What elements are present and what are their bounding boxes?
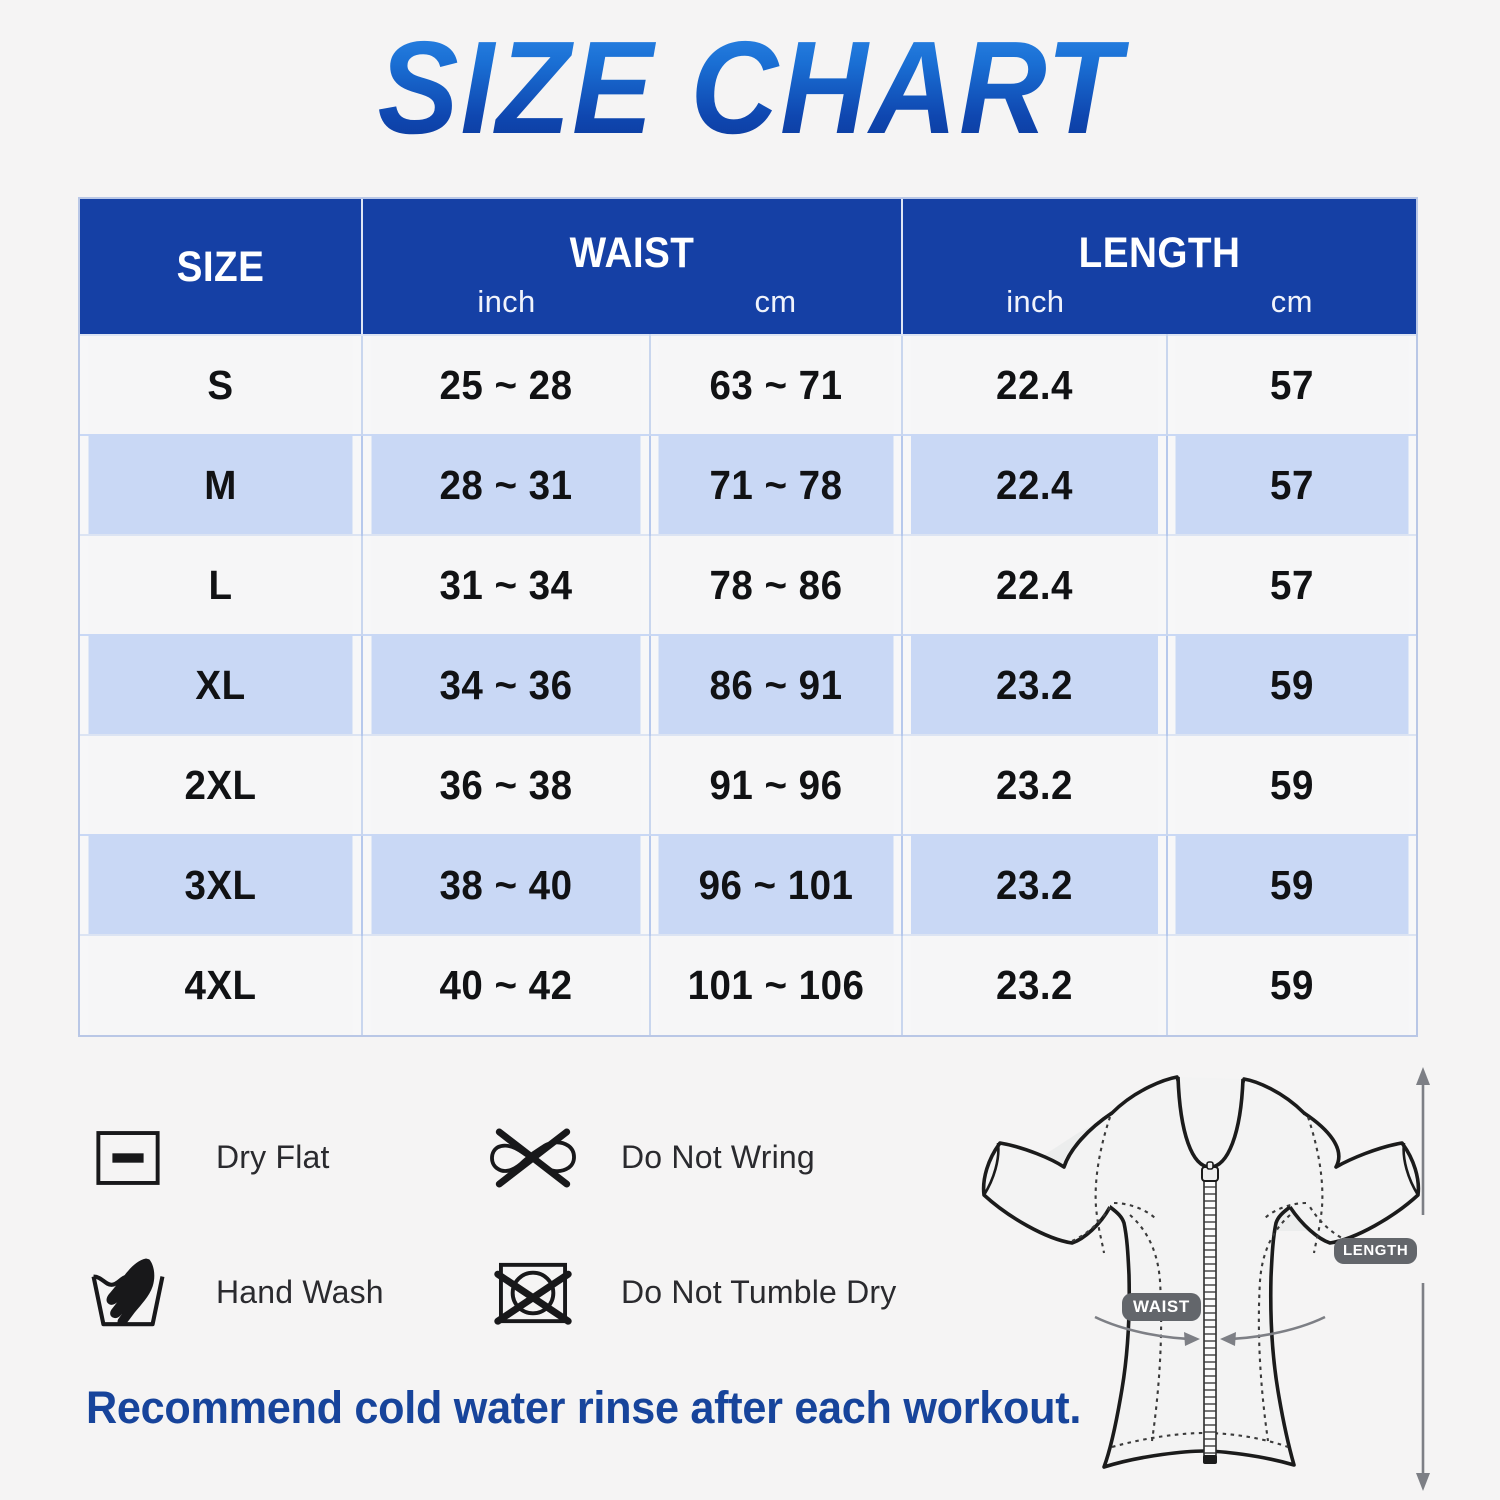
header-length-inch: inch: [1006, 284, 1065, 319]
cell-length-cm: 57: [1174, 534, 1409, 635]
garment-illustration: [981, 1067, 1430, 1491]
cell-length-cm: 59: [1174, 734, 1409, 835]
cell-length-inch: 23.2: [909, 734, 1161, 835]
care-item-do-not-wring: Do Not Wring: [485, 1110, 815, 1206]
cell-size: S: [88, 334, 355, 435]
header-waist-label: WAIST: [569, 229, 695, 277]
table-row: S 25 ~ 28 63 ~ 71 22.4 57: [80, 334, 1416, 435]
cell-waist-cm: 86 ~ 91: [657, 634, 896, 735]
cell-size: 2XL: [88, 734, 355, 835]
cell-waist-inch: 31 ~ 34: [370, 534, 643, 635]
recommendation-note: Recommend cold water rinse after each wo…: [86, 1382, 1082, 1433]
table-row: L 31 ~ 34 78 ~ 86 22.4 57: [80, 534, 1416, 635]
cell-length-cm: 59: [1174, 934, 1409, 1035]
table-body: S 25 ~ 28 63 ~ 71 22.4 57 M 28 ~ 31 71 ~…: [80, 334, 1416, 1035]
cell-waist-inch: 28 ~ 31: [370, 434, 643, 535]
table-row: 4XL 40 ~ 42 101 ~ 106 23.2 59: [80, 934, 1416, 1035]
care-item-do-not-tumble-dry: Do Not Tumble Dry: [485, 1245, 896, 1341]
table-row: M 28 ~ 31 71 ~ 78 22.4 57: [80, 434, 1416, 535]
header-length-units: inch cm: [903, 284, 1416, 320]
cell-length-inch: 23.2: [909, 834, 1161, 935]
header-waist-cm: cm: [754, 284, 797, 319]
hand-wash-icon: [80, 1245, 176, 1341]
waist-measure-label: WAIST: [1122, 1293, 1201, 1321]
care-label-hand-wash: Hand Wash: [216, 1274, 384, 1310]
cell-length-cm: 57: [1174, 334, 1409, 435]
cell-size: 3XL: [88, 834, 355, 935]
care-label-do-not-tumble-dry: Do Not Tumble Dry: [621, 1274, 897, 1310]
header-length: LENGTH inch cm: [902, 199, 1417, 335]
cell-length-inch: 22.4: [909, 334, 1161, 435]
cell-waist-cm: 96 ~ 101: [657, 834, 896, 935]
dry-flat-icon: [80, 1110, 176, 1206]
page-title: SIZE CHART: [60, 18, 1440, 158]
care-item-hand-wash: Hand Wash: [80, 1245, 485, 1341]
garment-diagram: WAIST LENGTH: [960, 1055, 1460, 1500]
do-not-wring-icon: [485, 1110, 581, 1206]
cell-waist-cm: 63 ~ 71: [657, 334, 896, 435]
cell-length-cm: 57: [1174, 434, 1409, 535]
care-instructions: Dry Flat Do Not Wring: [80, 1090, 980, 1360]
cell-waist-cm: 78 ~ 86: [657, 534, 896, 635]
do-not-tumble-dry-icon: [485, 1245, 581, 1341]
header-size: SIZE: [80, 199, 363, 335]
cell-waist-inch: 40 ~ 42: [370, 934, 643, 1035]
header-waist: WAIST inch cm: [362, 199, 904, 335]
cell-waist-cm: 71 ~ 78: [657, 434, 896, 535]
care-label-do-not-wring: Do Not Wring: [621, 1139, 815, 1175]
cell-length-cm: 59: [1174, 634, 1409, 735]
cell-waist-inch: 25 ~ 28: [370, 334, 643, 435]
care-item-dry-flat: Dry Flat: [80, 1110, 485, 1206]
cell-size: L: [88, 534, 355, 635]
table-header: SIZE WAIST inch cm LENGTH inch cm: [80, 199, 1417, 335]
care-label-dry-flat: Dry Flat: [216, 1139, 330, 1175]
cell-length-inch: 23.2: [909, 934, 1161, 1035]
table-row: 3XL 38 ~ 40 96 ~ 101 23.2 59: [80, 834, 1416, 935]
cell-length-inch: 22.4: [909, 434, 1161, 535]
cell-size: M: [88, 434, 355, 535]
cell-length-cm: 59: [1174, 834, 1409, 935]
header-waist-units: inch cm: [363, 284, 901, 320]
care-row-top: Dry Flat Do Not Wring: [80, 1090, 980, 1225]
cell-waist-cm: 101 ~ 106: [657, 934, 896, 1035]
cell-waist-inch: 36 ~ 38: [370, 734, 643, 835]
care-row-bottom: Hand Wash Do Not Tumble Dry: [80, 1225, 980, 1360]
cell-waist-cm: 91 ~ 96: [657, 734, 896, 835]
size-table-container: SIZE WAIST inch cm LENGTH inch cm: [78, 197, 1418, 1037]
cell-waist-inch: 34 ~ 36: [370, 634, 643, 735]
header-waist-inch: inch: [477, 284, 536, 319]
header-size-label: SIZE: [176, 243, 265, 291]
size-table: SIZE WAIST inch cm LENGTH inch cm: [80, 199, 1417, 1035]
length-measure-label: LENGTH: [1334, 1238, 1418, 1264]
cell-length-inch: 23.2: [909, 634, 1161, 735]
cell-waist-inch: 38 ~ 40: [370, 834, 643, 935]
table-row: 2XL 36 ~ 38 91 ~ 96 23.2 59: [80, 734, 1416, 835]
header-length-cm: cm: [1270, 284, 1313, 319]
header-length-label: LENGTH: [1078, 229, 1241, 277]
cell-length-inch: 22.4: [909, 534, 1161, 635]
table-row: XL 34 ~ 36 86 ~ 91 23.2 59: [80, 634, 1416, 735]
cell-size: XL: [88, 634, 355, 735]
cell-size: 4XL: [88, 934, 355, 1035]
